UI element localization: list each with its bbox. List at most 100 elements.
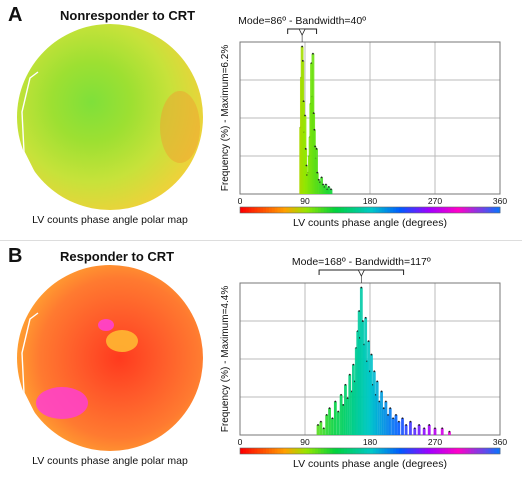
- histogram-bar: [350, 391, 354, 435]
- histogram-point: [313, 128, 316, 131]
- colorbar-segment: [251, 207, 255, 213]
- histogram-point: [325, 183, 327, 186]
- colorbar-segment: [352, 207, 356, 213]
- colorbar-segment: [430, 448, 434, 454]
- histogram-point: [346, 397, 349, 400]
- histogram-point: [322, 427, 325, 430]
- colorbar-segment: [329, 448, 333, 454]
- histogram-bar: [384, 401, 388, 435]
- colorbar-segment: [424, 448, 429, 454]
- histogram-point: [305, 164, 308, 167]
- colorbar-segment: [471, 207, 475, 213]
- x-tick-label: 0: [238, 437, 243, 447]
- histogram-bar: [401, 418, 404, 435]
- histogram-point: [392, 417, 395, 420]
- histogram-bar: [365, 361, 369, 435]
- colorbar-segment: [471, 448, 475, 454]
- colorbar-segment: [439, 207, 443, 213]
- histogram-bar: [422, 428, 426, 435]
- colorbar-segment: [303, 207, 307, 213]
- phase-histogram: Mode=86º - Bandwidth=40º Frequency (%) - …: [220, 15, 507, 229]
- colorbar-segment: [257, 207, 261, 213]
- histogram-bar: [331, 418, 334, 435]
- histogram-point: [382, 407, 385, 410]
- colorbar-segment: [367, 448, 371, 454]
- colorbar-segment: [294, 207, 299, 213]
- x-tick-label: 90: [300, 196, 310, 206]
- colorbar-segment: [367, 207, 371, 213]
- polar-map-region: [36, 387, 88, 419]
- histogram-bar: [370, 354, 373, 435]
- histogram-point: [361, 320, 364, 322]
- panel-b: B Responder to CRT LV counts phase angle…: [0, 241, 522, 481]
- x-axis-label: LV counts phase angle (degrees): [293, 217, 447, 229]
- x-tick-label: 270: [428, 437, 442, 447]
- colorbar-segment: [462, 207, 466, 213]
- histogram-bar: [329, 189, 333, 194]
- histogram-bar: [377, 401, 381, 435]
- histogram-point: [314, 145, 317, 148]
- colorbar-segment: [468, 448, 472, 454]
- colorbar-segment: [294, 448, 299, 454]
- histogram-bar: [324, 184, 328, 194]
- colorbar-segment: [436, 448, 440, 454]
- histogram-point: [378, 400, 381, 403]
- histogram-point: [434, 427, 436, 430]
- colorbar-segment: [271, 207, 276, 213]
- colorbar-segment: [422, 207, 426, 213]
- colorbar-segment: [433, 207, 437, 213]
- histogram-bar: [321, 184, 325, 194]
- colorbar-segment: [462, 448, 466, 454]
- colorbar-segment: [453, 448, 458, 454]
- colorbar-segment: [341, 448, 345, 454]
- colorbar-segment: [355, 448, 359, 454]
- colorbar-segment: [384, 207, 388, 213]
- colorbar-segment: [312, 207, 316, 213]
- colorbar-segment: [404, 207, 408, 213]
- histogram-bar: [448, 431, 451, 435]
- colorbar-segment: [491, 448, 495, 454]
- colorbar-segment: [320, 207, 325, 213]
- colorbar-segment: [494, 207, 498, 213]
- colorbar-segment: [300, 448, 304, 454]
- polar-map-disc: [17, 24, 203, 210]
- colorbar-segment: [453, 207, 458, 213]
- plot-frame: [239, 41, 501, 195]
- x-tick-label: 0: [238, 196, 243, 206]
- colorbar-segment: [326, 207, 330, 213]
- colorbar-segment: [344, 448, 348, 454]
- histogram-bar: [318, 182, 322, 194]
- x-tick-label: 180: [363, 437, 377, 447]
- histogram-point: [325, 413, 328, 416]
- histogram-point: [316, 171, 319, 174]
- colorbar-segment: [398, 448, 403, 454]
- colorbar-segment: [297, 448, 302, 454]
- colorbar-segment: [378, 448, 382, 454]
- colorbar-segment: [422, 448, 426, 454]
- histogram-bar: [404, 424, 408, 435]
- colorbar-segment: [465, 448, 469, 454]
- colorbar-segment: [271, 448, 276, 454]
- colorbar-segment: [456, 207, 460, 213]
- histogram-bar: [388, 408, 392, 435]
- x-tick-label: 360: [493, 196, 507, 206]
- phase-histogram: Mode=168º - Bandwidth=117º Frequency (%) …: [220, 256, 507, 470]
- colorbar-segment: [393, 207, 397, 213]
- colorbar-segment: [277, 207, 281, 213]
- histogram-point: [413, 427, 416, 430]
- colorbar-segment: [341, 207, 345, 213]
- colorbar-segment: [263, 448, 267, 454]
- colorbar-segment: [338, 448, 342, 454]
- colorbar-segment: [349, 207, 354, 213]
- histogram-bar: [327, 186, 331, 194]
- histogram-point: [352, 363, 355, 366]
- histogram-point: [367, 340, 370, 343]
- colorbar-segment: [479, 448, 484, 454]
- colorbar-segment: [381, 448, 385, 454]
- colorbar-segment: [286, 207, 290, 213]
- colorbar-segment: [274, 207, 278, 213]
- histogram-point: [395, 413, 397, 416]
- colorbar-segment: [375, 207, 380, 213]
- histogram-point: [409, 420, 412, 423]
- histogram-point: [312, 112, 315, 115]
